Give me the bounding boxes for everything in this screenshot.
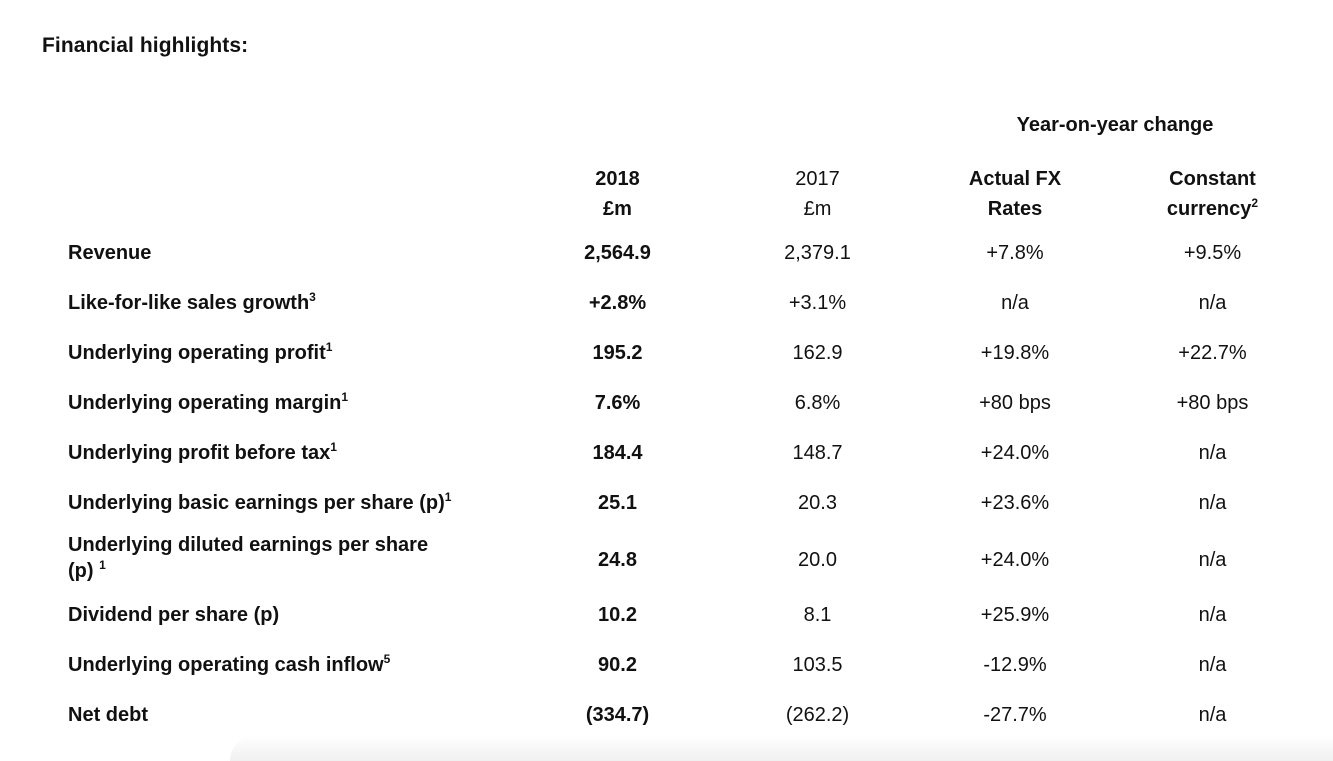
value-2017: 6.8% (794, 392, 841, 414)
constant-currency-change: n/a (1198, 492, 1227, 514)
value-2017: (262.2) (785, 704, 850, 726)
year-on-year-header: Year-on-year change (1016, 114, 1214, 136)
column-header-line1: 2018 (595, 168, 640, 190)
column-header-line2: Rates (987, 198, 1043, 220)
constant-currency-change: n/a (1198, 549, 1227, 571)
constant-currency-change: +22.7% (1178, 342, 1247, 364)
value-2017: 20.0 (798, 549, 837, 571)
row-label: Dividend per share (p) (68, 604, 280, 626)
column-header-constant-currency: Constant currency2 (1145, 164, 1280, 224)
table-row: Net debt (334.7) (262.2) -27.7% n/a (0, 702, 1333, 728)
column-header-2017: 2017 £m (755, 164, 880, 224)
value-2018: 10.2 (598, 604, 637, 626)
actual-fx-change: +80 bps (979, 392, 1051, 414)
value-2017: 2,379.1 (784, 242, 851, 264)
table-row: Underlying operating cash inflow5 90.2 103… (0, 652, 1333, 678)
bottom-shadow (230, 735, 1333, 761)
table-row: Underlying profit before tax1 184.4 148.7 +… (0, 440, 1333, 466)
constant-currency-change: +9.5% (1183, 242, 1242, 264)
row-label: Underlying diluted earnings per share (p)… (68, 534, 429, 582)
actual-fx-change: +23.6% (980, 492, 1050, 514)
table-row: Underlying diluted earnings per share (p)… (0, 532, 1333, 588)
footnote-marker: 1 (325, 340, 333, 354)
value-2018: 90.2 (598, 654, 637, 676)
actual-fx-change: +24.0% (980, 442, 1050, 464)
row-label: Underlying profit before tax1 (68, 440, 337, 464)
constant-currency-change: n/a (1198, 604, 1227, 626)
row-label: Underlying basic earnings per share (p)1 (68, 490, 452, 514)
footnote-marker: 1 (444, 490, 452, 504)
row-label: Net debt (68, 704, 148, 726)
column-header-line2: £m (803, 198, 832, 220)
row-label: Underlying operating margin1 (68, 390, 349, 414)
value-2018: 24.8 (598, 549, 637, 571)
row-label: Underlying operating cash inflow5 (68, 652, 391, 676)
column-header-line1: Actual FX (968, 168, 1062, 190)
constant-currency-change: n/a (1198, 654, 1227, 676)
page-title: Financial highlights: (42, 34, 249, 57)
footnote-marker: 1 (99, 558, 106, 572)
value-2018: (334.7) (585, 704, 650, 726)
value-2017: 162.9 (792, 342, 843, 364)
value-2017: 103.5 (792, 654, 843, 676)
actual-fx-change: -27.7% (983, 704, 1047, 726)
footnote-marker: 2 (1251, 196, 1259, 210)
footnote-marker: 1 (330, 440, 337, 454)
table-row: Revenue 2,564.9 2,379.1 +7.8% +9.5% (0, 240, 1333, 266)
actual-fx-change: +7.8% (986, 242, 1044, 264)
footnote-marker: 5 (383, 652, 391, 666)
value-2017: +3.1% (788, 292, 847, 314)
constant-currency-change: n/a (1198, 292, 1227, 314)
actual-fx-change: n/a (1001, 292, 1029, 314)
actual-fx-change: +25.9% (980, 604, 1050, 626)
row-label: Underlying operating profit1 (68, 340, 333, 364)
column-header-line1: 2017 (795, 168, 840, 190)
column-header-2018: 2018 £m (555, 164, 680, 224)
constant-currency-change: n/a (1198, 442, 1227, 464)
table-row: Underlying basic earnings per share (p)1… (0, 490, 1333, 516)
value-2018: 2,564.9 (584, 242, 651, 264)
value-2017: 20.3 (798, 492, 837, 514)
constant-currency-change: n/a (1198, 704, 1227, 726)
value-2018: +2.8% (588, 292, 647, 314)
value-2018: 184.4 (592, 442, 643, 464)
column-header-line1: Constant (1169, 168, 1256, 190)
value-2018: 195.2 (592, 342, 643, 364)
footnote-marker: 3 (309, 290, 316, 304)
value-2018: 25.1 (598, 492, 637, 514)
footnote-marker: 1 (341, 390, 349, 404)
table-row: Underlying operating margin1 7.6% 6.8% +80 … (0, 390, 1333, 416)
actual-fx-change: -12.9% (983, 654, 1047, 676)
row-label: Revenue (68, 242, 152, 264)
constant-currency-change: +80 bps (1176, 392, 1249, 414)
table-row: Dividend per share (p) 10.2 8.1 +25.9% n/a (0, 602, 1333, 628)
table-row: Underlying operating profit1 195.2 162.9 +1… (0, 340, 1333, 366)
actual-fx-change: +24.0% (980, 549, 1050, 571)
table-row: Like-for-like sales growth3 +2.8% +3.1% n/a… (0, 290, 1333, 316)
row-label: Like-for-like sales growth3 (68, 290, 316, 314)
column-header-line2: currency2 (1166, 196, 1259, 220)
value-2018: 7.6% (594, 392, 641, 414)
column-header-actual-fx: Actual FX Rates (950, 164, 1080, 224)
value-2017: 148.7 (792, 442, 843, 464)
column-header-line2: £m (603, 198, 632, 220)
actual-fx-change: +19.8% (980, 342, 1050, 364)
value-2017: 8.1 (803, 604, 832, 626)
